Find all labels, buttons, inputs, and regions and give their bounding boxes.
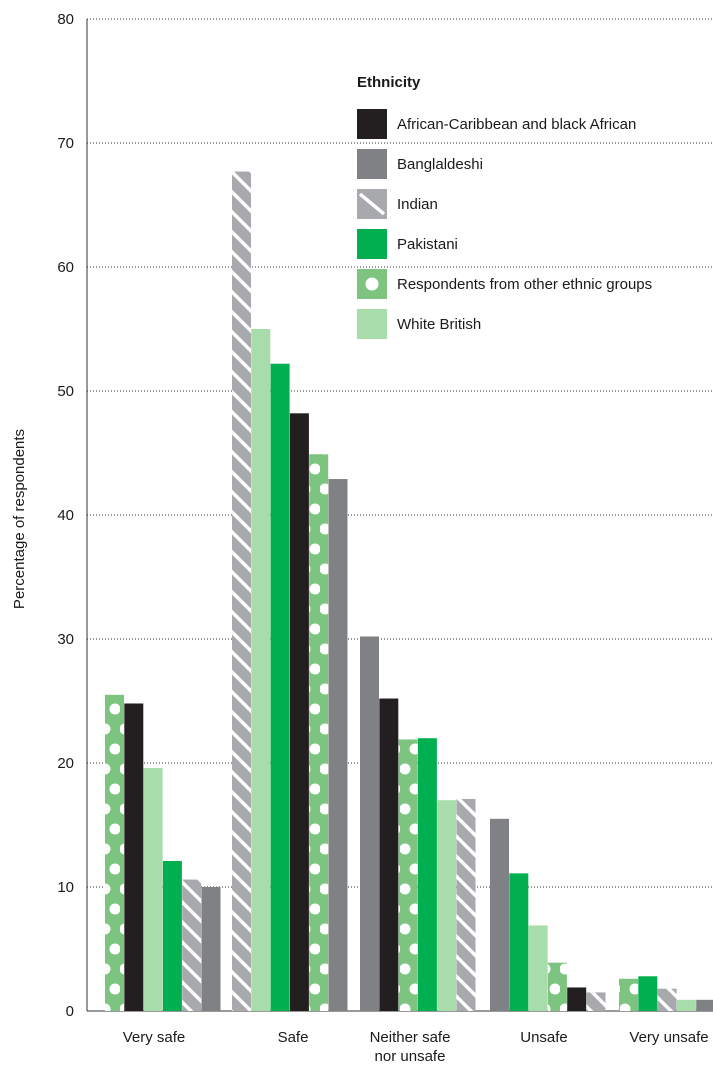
legend-swatch [357,109,387,139]
x-tick-label: Very unsafe [629,1029,708,1046]
legend-label: African-Caribbean and black African [397,115,637,133]
bar-very_unsafe-oth [619,978,638,1011]
y-tick-label: 20 [57,755,74,772]
bar-neither-pak [417,738,437,1011]
x-tick-label: Safe [278,1029,309,1046]
legend-item-wb: White British [357,304,652,344]
bar-very_safe-wb [143,767,163,1011]
legend-swatch [357,189,387,219]
y-tick-label: 30 [57,631,74,648]
legend-items: African-Caribbean and black African Bangl… [357,104,652,344]
legend-title: Ethnicity [357,74,421,91]
bar-very_unsafe-ban [696,999,713,1011]
bar-very_unsafe-ind [657,988,677,1011]
y-tick-label: 0 [66,1003,74,1020]
legend-item-ban: Banglaldeshi [357,144,652,184]
bar-very_unsafe-pak [638,976,658,1011]
legend-swatch [357,309,387,339]
bar-unsafe-wb [528,925,548,1011]
y-tick-label: 10 [57,879,74,896]
legend-item-oth: Respondents from other ethnic groups [357,264,652,304]
bar-unsafe-afc [567,987,587,1011]
legend-swatch [357,229,387,259]
bar-neither-ban [360,636,379,1011]
bar-unsafe-oth [547,962,567,1011]
legend-label: White British [397,315,482,333]
legend-item-afc: African-Caribbean and black African [357,104,652,144]
y-tick-label: 60 [57,259,74,276]
legend-label: Pakistani [397,235,458,253]
bar-neither-afc [379,698,399,1011]
bar-neither-ind [456,798,476,1011]
bar-very_safe-oth [105,694,124,1011]
bar-very_safe-ban [201,887,221,1011]
x-tick-labels: Very safe Safe Neither safe nor unsafe Unsaf… [123,1029,709,1065]
legend-label: Banglaldeshi [397,155,483,173]
legend-label: Indian [397,195,438,213]
bar-safe-ind [232,171,251,1011]
bar-safe-pak [270,363,290,1012]
bar-unsafe-ind [586,992,606,1011]
x-tick-label: nor unsafe [375,1048,446,1065]
bar-unsafe-pak [509,873,529,1011]
bars [105,171,713,1012]
legend-swatch [357,149,387,179]
y-axis-label: Percentage of respondents [11,429,28,609]
y-tick-label: 70 [57,135,74,152]
bar-safe-ban [328,479,348,1011]
bar-very_unsafe-wb [676,999,696,1011]
bar-neither-wb [437,800,457,1011]
bar-safe-wb [251,329,271,1011]
bar-unsafe-ban [490,818,509,1011]
legend-swatch [357,269,387,299]
x-tick-label: Neither safe [370,1029,451,1046]
bar-safe-oth [309,454,329,1011]
y-tick-label: 40 [57,507,74,524]
y-tick-label: 80 [57,11,74,28]
y-tick-labels: 0 10 20 30 40 50 60 70 80 [57,11,74,1020]
bar-very_safe-pak [162,860,182,1011]
bar-very_safe-ind [182,879,202,1011]
x-tick-label: Very safe [123,1029,186,1046]
legend-item-ind: Indian [357,184,652,224]
x-tick-label: Unsafe [520,1029,568,1046]
bar-safe-afc [289,413,309,1011]
legend-item-pak: Pakistani [357,224,652,264]
y-tick-label: 50 [57,383,74,400]
legend: Ethnicity African-Caribbean and black Af… [357,74,652,344]
bar-very_safe-afc [124,703,144,1011]
legend-label: Respondents from other ethnic groups [397,275,653,293]
bar-neither-oth [398,739,418,1011]
